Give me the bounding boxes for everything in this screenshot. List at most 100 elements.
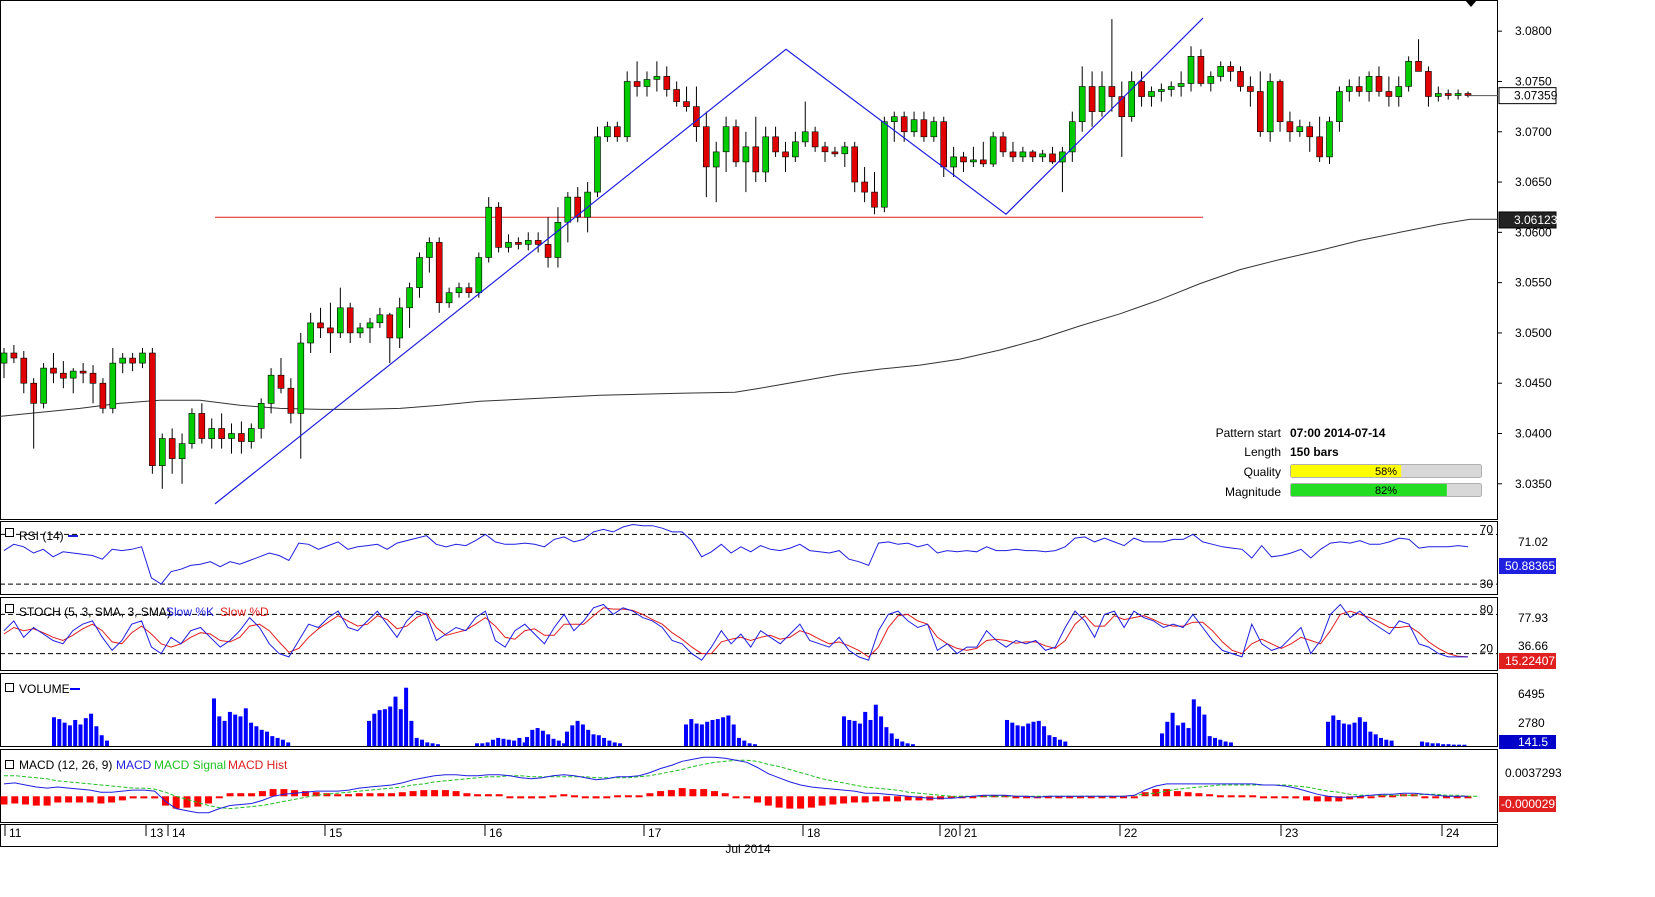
day-label: 15 xyxy=(329,826,343,840)
volume-bar xyxy=(1063,741,1068,746)
volume-bar xyxy=(501,738,506,746)
volume-bar xyxy=(562,743,567,746)
volume-bar xyxy=(879,716,884,746)
bear-candle xyxy=(515,242,522,245)
macd-hist-bar xyxy=(711,791,718,797)
bear-candle xyxy=(772,136,779,153)
macd-line-label: MACD xyxy=(116,758,152,772)
rsi-axis-label: 71.02 xyxy=(1518,535,1548,549)
bear-candle xyxy=(435,242,443,303)
bear-candle xyxy=(1257,91,1264,133)
volume-bar xyxy=(852,720,857,746)
bear-candle xyxy=(871,191,878,208)
volume-bar xyxy=(535,728,540,746)
bull-candle xyxy=(455,287,463,294)
bear-candle xyxy=(1444,93,1452,96)
macd-hist-bar xyxy=(1077,796,1084,799)
volume-bar xyxy=(895,738,899,746)
rsi-close-box-icon[interactable] xyxy=(5,528,14,537)
stoch-close-box-icon[interactable] xyxy=(5,604,14,613)
day-label: 24 xyxy=(1446,826,1460,840)
volume-bar xyxy=(607,740,612,746)
volume-bar xyxy=(868,719,873,746)
bear-candle xyxy=(149,352,156,466)
macd-hist-bar xyxy=(11,796,19,804)
bear-candle xyxy=(317,322,324,329)
volume-bar xyxy=(873,704,878,746)
macd-hist-bar xyxy=(1152,789,1160,797)
macd-hist-bar xyxy=(700,789,708,797)
volume-bar xyxy=(414,737,419,746)
macd-hist-bar xyxy=(1270,796,1278,799)
macd-hist-bar xyxy=(1453,796,1461,799)
volume-bar xyxy=(490,739,495,746)
bull-candle xyxy=(1405,60,1412,87)
bull-candle xyxy=(1128,81,1135,118)
volume-bar xyxy=(1207,736,1212,746)
bull-candle xyxy=(989,136,997,165)
bear-candle xyxy=(821,146,829,153)
macd-hist-bar xyxy=(1216,795,1224,798)
bull-candle xyxy=(307,322,314,344)
volume-bar xyxy=(731,724,736,746)
macd-hist-bar xyxy=(947,796,955,799)
stoch-mid-label: 36.66 xyxy=(1518,639,1548,653)
volume-bar xyxy=(1430,743,1435,746)
price-tick-label: 3.0600 xyxy=(1515,225,1552,239)
price-tick-label: 3.0550 xyxy=(1515,276,1552,290)
macd-hist-bar xyxy=(1023,796,1031,799)
bear-candle xyxy=(1316,136,1323,158)
bear-candle xyxy=(861,181,868,193)
volume-bar xyxy=(1435,743,1440,746)
magnitude-value: 82% xyxy=(1375,485,1397,497)
scroll-end-arrow-icon[interactable] xyxy=(1465,0,1477,7)
macd-hist-bar xyxy=(97,796,105,804)
current-price-box xyxy=(1498,87,1557,105)
volume-bar xyxy=(694,723,699,746)
volume-bar xyxy=(710,719,715,746)
macd-hist-bar xyxy=(463,793,471,797)
bear-candle xyxy=(534,240,542,245)
bull-candle xyxy=(1019,151,1027,158)
bull-candle xyxy=(267,374,275,404)
volume-bar xyxy=(105,740,109,746)
volume-bar xyxy=(705,721,710,746)
volume-bar xyxy=(565,731,569,746)
bull-candle xyxy=(396,307,404,339)
macd-hist-bar xyxy=(1389,795,1397,798)
macd-hist-bar xyxy=(915,796,923,801)
volume-bar xyxy=(1058,739,1062,746)
bull-candle xyxy=(722,126,730,153)
macd-signal-label: MACD Signal xyxy=(154,758,226,772)
quality-value: 58% xyxy=(1375,466,1397,478)
macd-hist-bar xyxy=(646,793,654,797)
volume-bar xyxy=(57,719,62,746)
bull-candle xyxy=(416,257,423,289)
macd-title: MACD (12, 26, 9) xyxy=(19,758,112,772)
macd-hist-bar xyxy=(172,796,180,809)
bear-candle xyxy=(218,428,225,439)
bull-candle xyxy=(406,287,413,309)
macd-hist-bar xyxy=(32,796,40,806)
bear-candle xyxy=(1237,71,1244,87)
rsi-current-label: 50.88365 xyxy=(1505,559,1555,573)
price-tick-label: 3.0800 xyxy=(1515,24,1552,38)
bull-candle xyxy=(248,428,255,442)
bear-candle xyxy=(999,136,1007,153)
volume-bar xyxy=(485,742,490,746)
volume-bar xyxy=(689,719,694,746)
macd-hist-bar xyxy=(1432,796,1440,799)
stoch-panel xyxy=(0,597,1498,671)
volume-close-box-icon[interactable] xyxy=(5,683,14,692)
bull-candle xyxy=(1326,121,1333,158)
macd-panel xyxy=(0,749,1498,823)
pattern-length-label: Length xyxy=(1244,445,1281,459)
volume-bar xyxy=(377,710,382,746)
macd-hist-bar xyxy=(140,796,148,799)
volume-bar xyxy=(1389,740,1394,746)
bear-candle xyxy=(940,121,948,168)
macd-close-box-icon[interactable] xyxy=(5,760,14,769)
macd-hist-bar xyxy=(431,790,439,797)
volume-bar xyxy=(596,735,601,746)
bear-candle xyxy=(811,131,819,148)
